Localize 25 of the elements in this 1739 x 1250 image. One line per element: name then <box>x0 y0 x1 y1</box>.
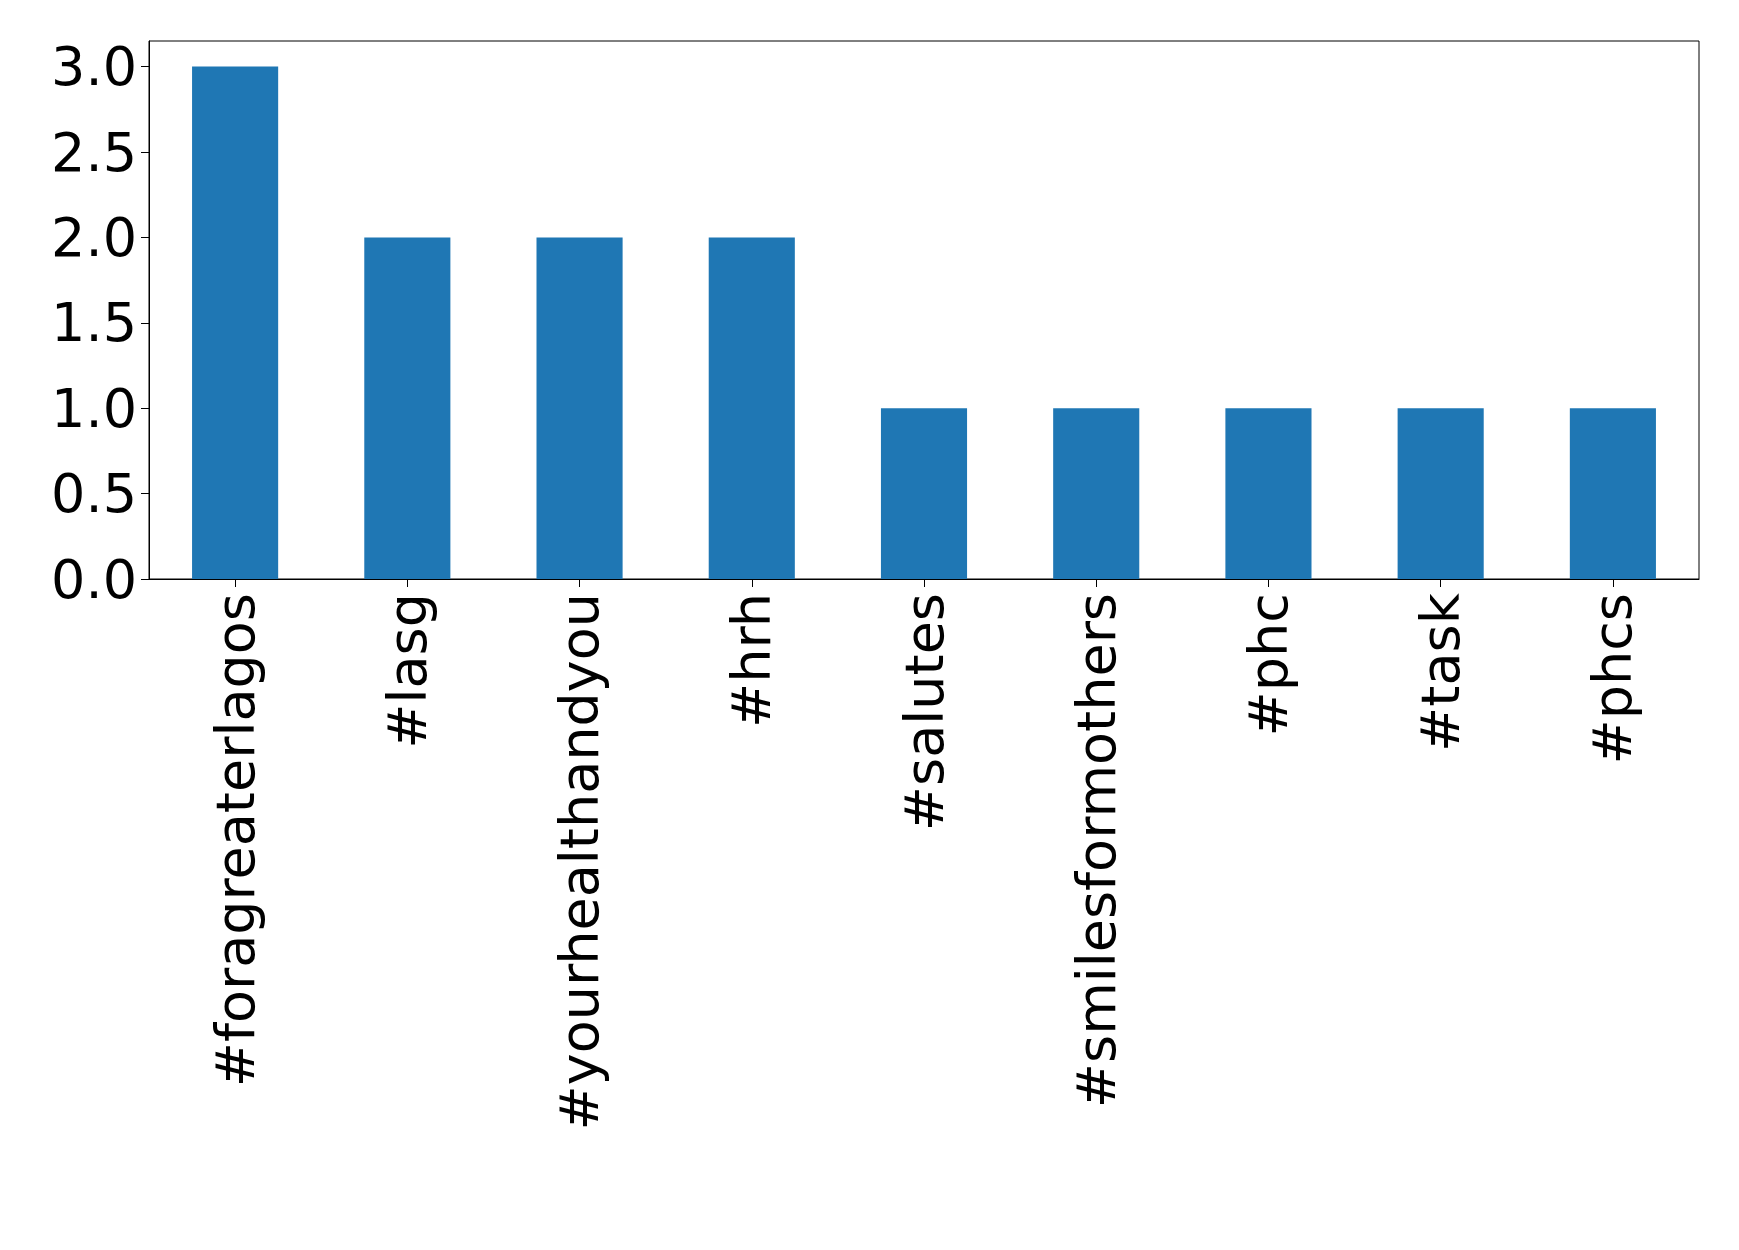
x-tick-label: #phc <box>1236 593 1300 737</box>
x-tick-label: #yourhealthandyou <box>548 593 612 1131</box>
x-tick-label: #smilesformothers <box>1064 593 1128 1109</box>
bar <box>1225 408 1312 579</box>
x-tick-label: #lasg <box>375 593 439 749</box>
x-tick-label: #salutes <box>892 593 956 832</box>
y-tick-label: 0.0 <box>51 547 137 611</box>
bar <box>364 237 451 579</box>
x-tick-label: #phcs <box>1581 593 1645 765</box>
y-tick-label: 1.5 <box>51 291 137 355</box>
y-tick-label: 0.5 <box>51 462 137 526</box>
x-tick-label: #task <box>1409 592 1473 752</box>
y-tick-label: 2.0 <box>51 205 137 269</box>
bar <box>880 408 968 579</box>
bar <box>536 237 623 579</box>
x-tick-label: #hrh <box>720 593 784 728</box>
y-tick-label: 1.0 <box>51 376 137 440</box>
bar <box>192 66 279 579</box>
bar <box>1053 408 1140 579</box>
x-tick-label: #foragreaterlagos <box>203 593 267 1088</box>
bar <box>708 237 795 579</box>
y-tick-label: 3.0 <box>51 35 137 99</box>
bar <box>1397 408 1484 579</box>
bar <box>1569 408 1656 579</box>
y-tick-label: 2.5 <box>51 120 137 184</box>
